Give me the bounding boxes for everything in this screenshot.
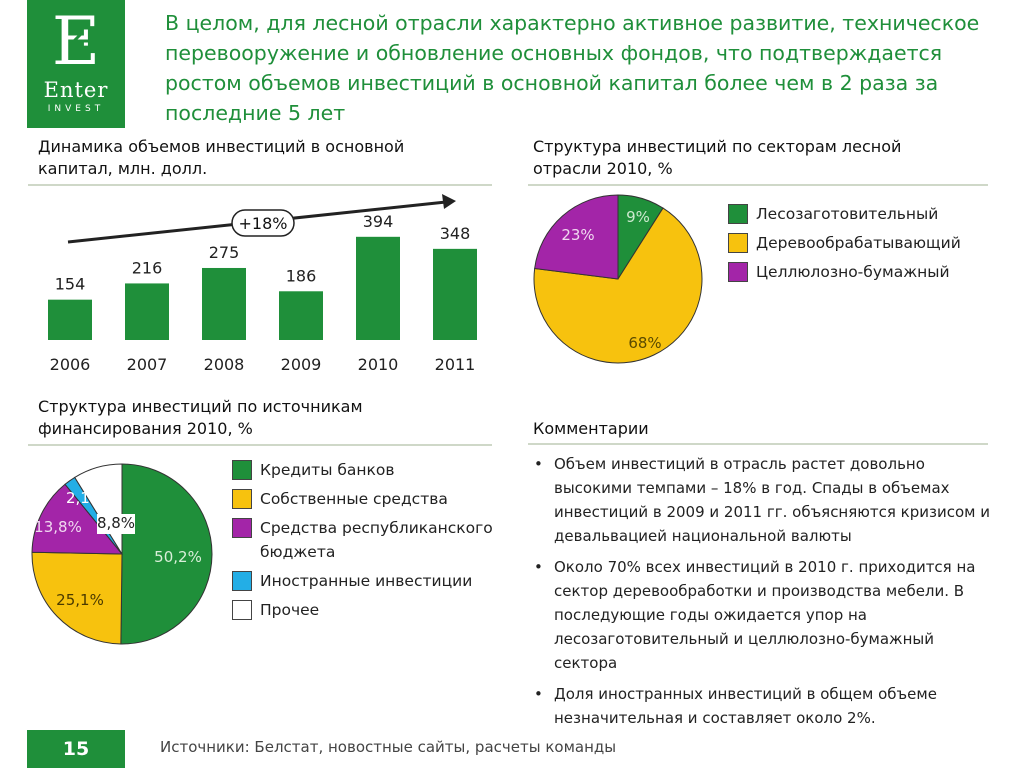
legend-swatch <box>232 489 252 509</box>
category-label: 2010 <box>358 355 399 374</box>
arrow-left-icon <box>71 31 95 51</box>
legend-item: Кредиты банков <box>232 458 502 482</box>
pie-label: 68% <box>628 334 661 352</box>
legend-item: Средства республиканского бюджета <box>232 516 502 564</box>
legend-label: Собственные средства <box>260 490 448 508</box>
bullet-icon: • <box>534 685 543 703</box>
bar-value-label: 216 <box>132 258 163 277</box>
comment-text: Объем инвестиций в отрасль растет доволь… <box>554 455 990 545</box>
category-label: 2006 <box>50 355 91 374</box>
legend-label: Лесозаготовительный <box>756 205 939 223</box>
annotation-label: +18% <box>239 214 288 233</box>
pie-label: 2,1% <box>66 489 104 507</box>
legend-label: Кредиты банков <box>260 461 395 479</box>
bar-value-label: 186 <box>286 266 317 285</box>
bar <box>356 236 400 340</box>
pie-slice <box>31 483 124 555</box>
logo-sub: INVEST <box>47 104 105 114</box>
bar <box>279 291 323 340</box>
category-label: 2008 <box>204 355 245 374</box>
divider <box>28 184 492 186</box>
pie-slice <box>534 194 619 280</box>
source-pie-title: Структура инвестиций по источникам финан… <box>38 397 363 438</box>
legend-item: Иностранные инвестиции <box>232 569 502 593</box>
bar-value-label: 275 <box>209 243 240 262</box>
legend-swatch <box>728 204 748 224</box>
bar-chart: +18% 154 2006 216 2007 275 2008 186 2009 394 2010 3… <box>48 194 477 374</box>
legend-label: Деревообрабатывающий <box>756 234 961 252</box>
comments-title: Комментарии <box>533 419 649 438</box>
legend-swatch <box>232 518 252 538</box>
pie-label: 50,2% <box>154 548 202 566</box>
trend-arrowhead <box>442 194 456 209</box>
pie-label: 23% <box>561 226 594 244</box>
annotation-pill <box>231 209 295 237</box>
pie-slice <box>120 463 213 645</box>
sector-pie-title: Структура инвестиций по секторам лесной … <box>533 137 902 178</box>
category-label: 2011 <box>435 355 476 374</box>
legend-item: Лесозаготовительный <box>728 202 961 226</box>
legend-label: Прочее <box>260 601 320 619</box>
legend-swatch <box>232 571 252 591</box>
pie-label: 8,8% <box>97 514 135 532</box>
bar <box>433 248 477 340</box>
bullet-icon: • <box>534 455 543 473</box>
category-label: 2009 <box>281 355 322 374</box>
page-headline: В целом, для лесной отрасли характерно а… <box>165 11 980 125</box>
divider <box>528 184 988 186</box>
sector-pie-legend: Лесозаготовительный Деревообрабатывающий Ц… <box>728 202 961 289</box>
pie-label: 25,1% <box>56 591 104 609</box>
footer-sources: Источники: Белстат, новостные сайты, рас… <box>160 738 617 756</box>
comment-text: Около 70% всех инвестиций в 2010 г. прих… <box>554 558 976 672</box>
legend-item: Целлюлозно-бумажный <box>728 260 961 284</box>
bullet-icon: • <box>534 558 543 576</box>
bar-value-label: 348 <box>440 224 471 243</box>
bar-value-label: 154 <box>55 275 86 294</box>
bar-chart-title: Динамика объемов инвестиций в основной к… <box>38 137 405 178</box>
comments-list: • Объем инвестиций в отрасль растет довол… <box>530 452 1000 737</box>
divider <box>528 443 988 445</box>
legend-swatch <box>728 233 748 253</box>
pie-label: 13,8% <box>34 518 82 536</box>
trend-annotation: +18% <box>231 209 295 237</box>
comment-item: • Около 70% всех инвестиций в 2010 г. при… <box>530 555 1000 675</box>
pie-slice <box>31 551 123 645</box>
bar <box>125 283 169 340</box>
comment-item: • Доля иностранных инвестиций в общем объ… <box>530 682 1000 730</box>
legend-item: Собственные средства <box>232 487 502 511</box>
legend-item: Деревообрабатывающий <box>728 231 961 255</box>
divider <box>28 444 492 446</box>
page-number: 15 <box>27 730 125 768</box>
sector-pie-chart: 9% 68% 23% <box>533 194 703 364</box>
pie-label: 9% <box>626 208 650 226</box>
logo-name: Enter <box>43 78 109 102</box>
comment-item: • Объем инвестиций в отрасль растет довол… <box>530 452 1000 548</box>
source-pie-legend: Кредиты банков Собственные средства Средст… <box>232 458 502 627</box>
legend-item: Прочее <box>232 598 502 622</box>
legend-swatch <box>728 262 748 282</box>
category-label: 2007 <box>127 355 168 374</box>
source-pie-chart: 50,2% 25,1% 13,8% 2,1% 8,8% <box>31 463 213 645</box>
legend-label: Средства республиканского бюджета <box>260 519 493 561</box>
legend-label: Иностранные инвестиции <box>260 572 473 590</box>
legend-label: Целлюлозно-бумажный <box>756 263 950 281</box>
pie-slice <box>533 207 703 364</box>
pie-label-bg <box>97 514 135 534</box>
legend-swatch <box>232 600 252 620</box>
bar <box>202 267 246 340</box>
bar-value-label: 394 <box>363 212 394 231</box>
comment-text: Доля иностранных инвестиций в общем объе… <box>554 685 937 727</box>
legend-swatch <box>232 460 252 480</box>
bar <box>48 299 92 340</box>
logo: E Enter INVEST <box>27 0 125 128</box>
